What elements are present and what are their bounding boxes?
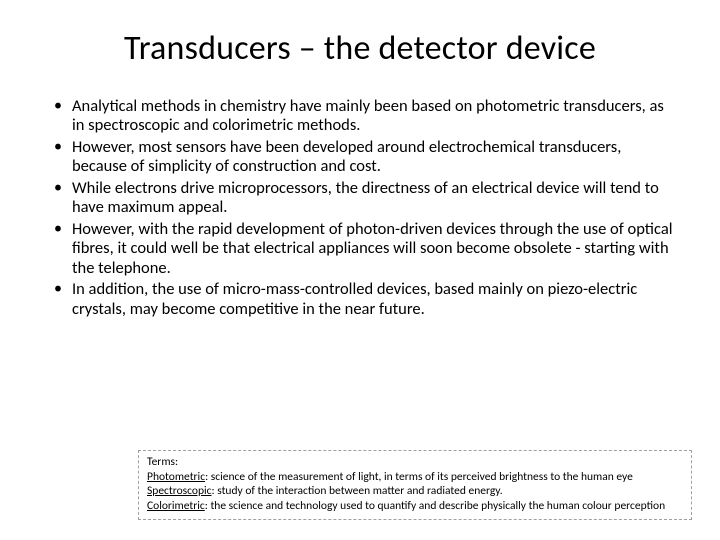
list-item: Analytical methods in chemistry have mai… xyxy=(58,97,680,136)
term-def: : the science and technology used to qua… xyxy=(205,499,665,513)
term-name: Spectroscopic xyxy=(147,484,212,498)
term-name: Colorimetric xyxy=(147,499,205,513)
term-line: Spectroscopic: study of the interaction … xyxy=(147,484,683,498)
slide-title: Transducers – the detector device xyxy=(40,28,680,69)
list-item: While electrons drive microprocessors, t… xyxy=(58,179,680,218)
list-item: However, with the rapid development of p… xyxy=(58,220,680,278)
term-def: : study of the interaction between matte… xyxy=(212,484,503,498)
list-item: However, most sensors have been develope… xyxy=(58,138,680,177)
terms-heading: Terms: xyxy=(147,455,683,469)
term-line: Colorimetric: the science and technology… xyxy=(147,499,683,513)
term-def: : science of the measurement of light, i… xyxy=(205,470,633,484)
slide: Transducers – the detector device Analyt… xyxy=(0,0,720,540)
list-item: In addition, the use of micro-mass-contr… xyxy=(58,280,680,319)
term-name: Photometric xyxy=(147,470,205,484)
term-line: Photometric: science of the measurement … xyxy=(147,470,683,484)
bullet-list: Analytical methods in chemistry have mai… xyxy=(40,97,680,319)
terms-box: Terms: Photometric: science of the measu… xyxy=(138,450,692,520)
